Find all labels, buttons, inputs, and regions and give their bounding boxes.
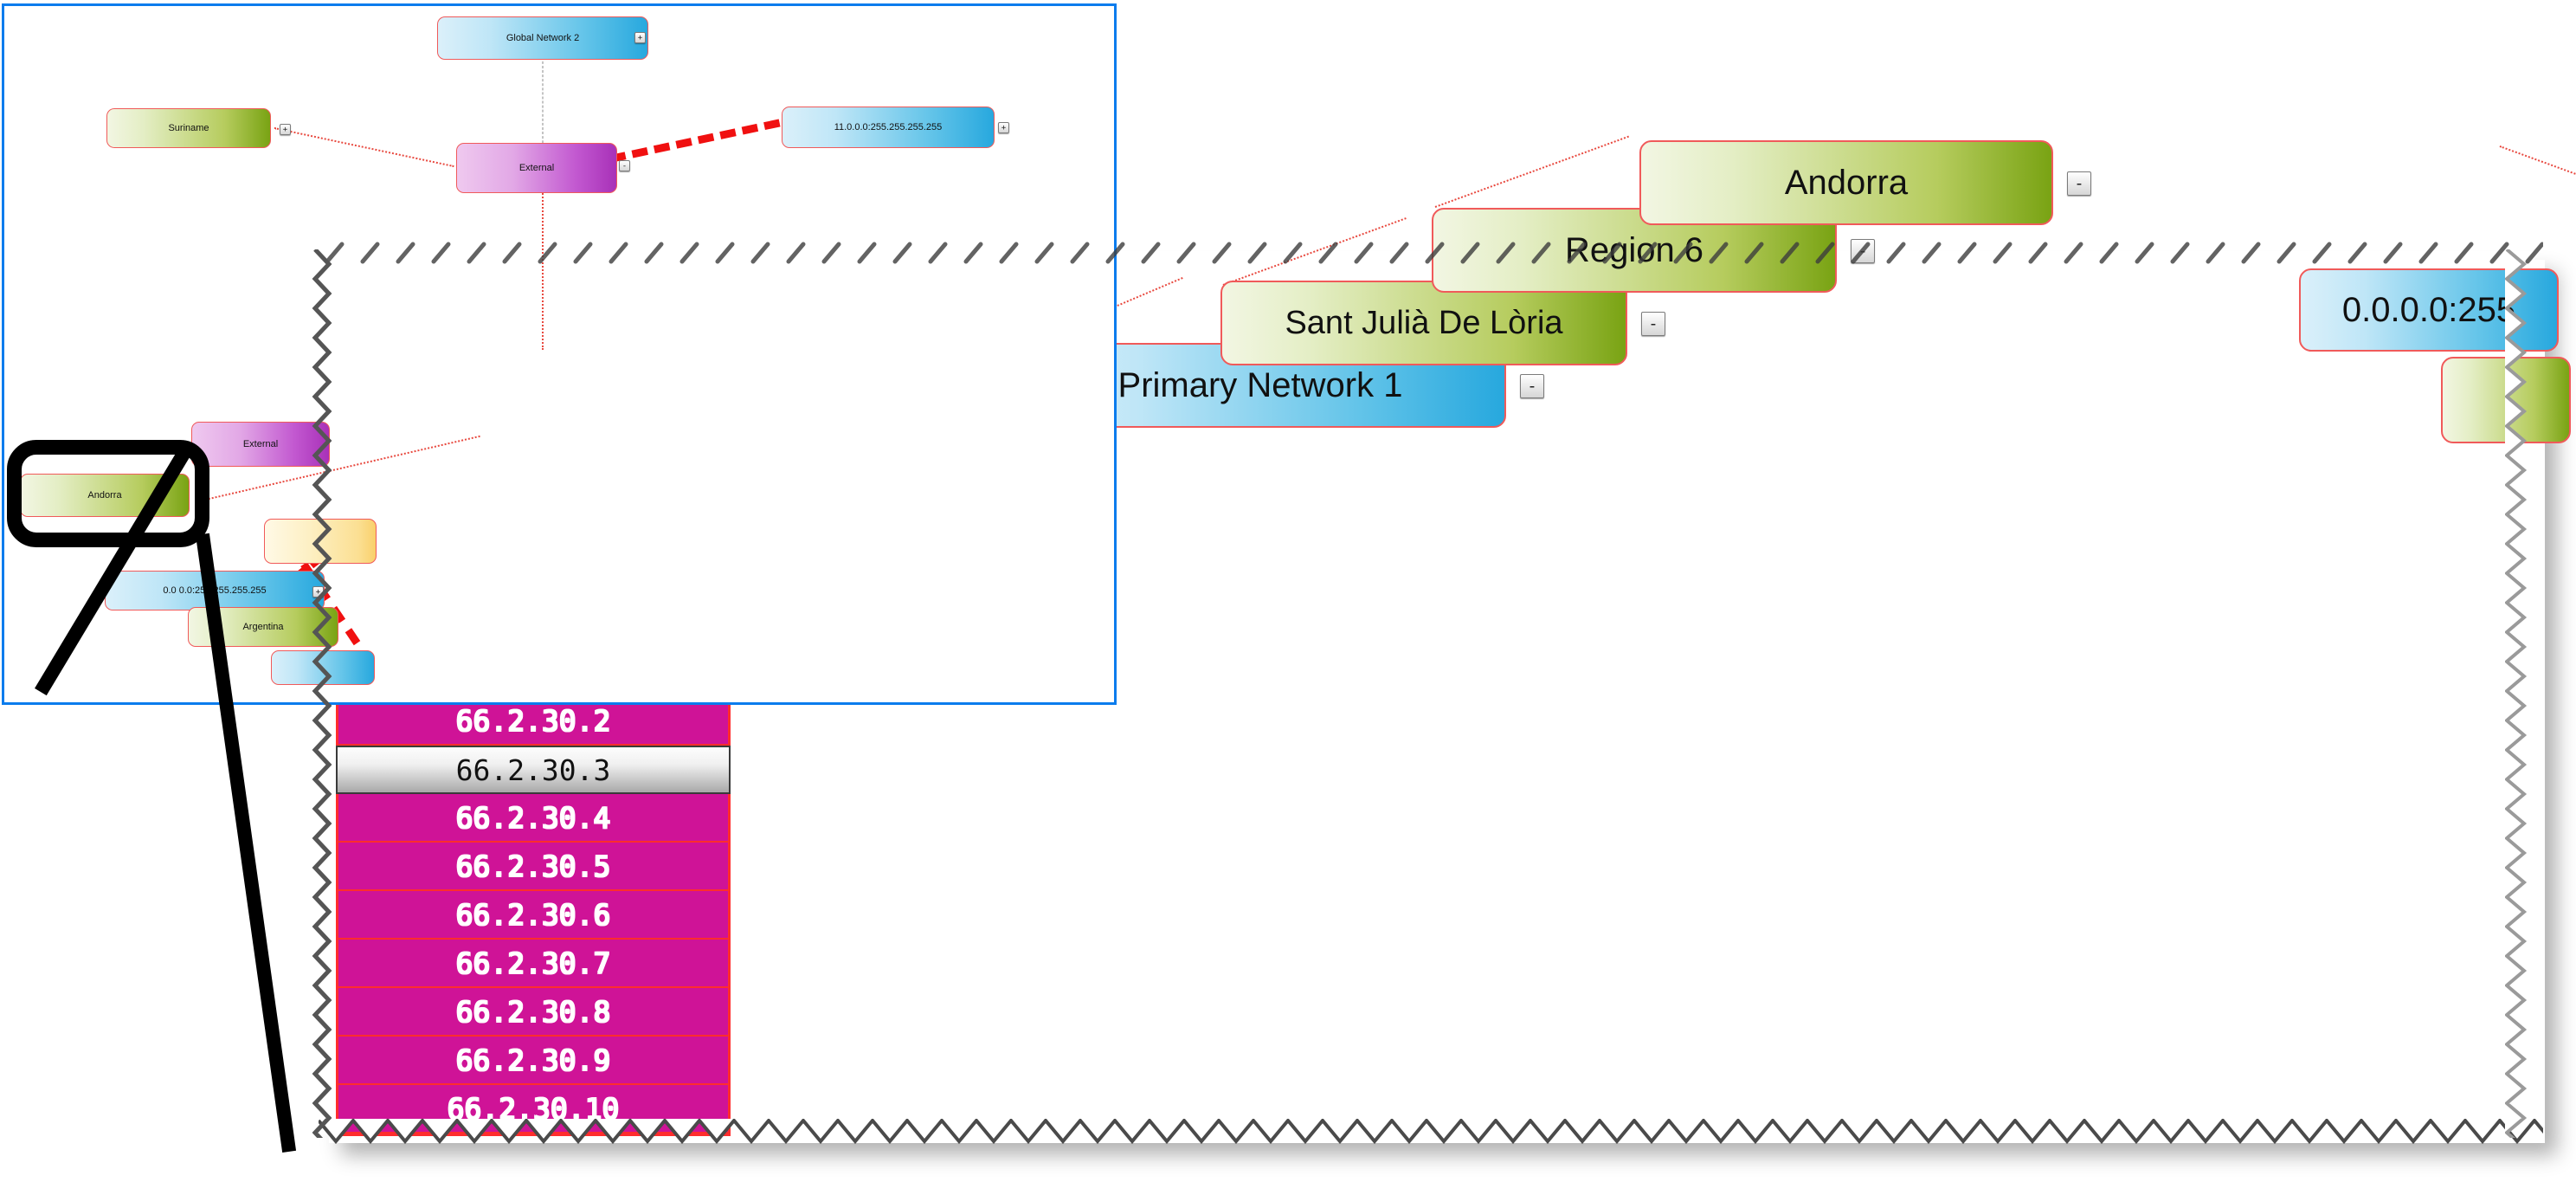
- node-label: Argentina: [242, 622, 284, 632]
- node-label: Global Network 2: [506, 33, 580, 43]
- node-partial-blue-thumb[interactable]: [271, 650, 375, 685]
- node-label: 0.0.0.0:255: [2341, 290, 2516, 329]
- node-partial-green-right[interactable]: [2441, 357, 2571, 443]
- node-unnamed-ellipse-thumb[interactable]: [264, 519, 377, 564]
- connector-suriname-external-thumb: [274, 127, 454, 168]
- collapse-chip-sant-julia[interactable]: -: [1641, 312, 1665, 336]
- expand-chip-suriname[interactable]: +: [280, 124, 291, 135]
- node-ip-11[interactable]: 11.0.0.0:255.255.255.255: [782, 107, 995, 148]
- node-label: Andorra: [87, 490, 122, 501]
- ip-value: 66.2.30.3: [455, 753, 611, 787]
- ip-value: 66.2.30.7: [455, 946, 611, 980]
- ip-value: 66.2.30.10: [447, 1091, 620, 1126]
- ip-list-row[interactable]: 66.2.30.6: [338, 891, 728, 940]
- collapse-chip-region-6[interactable]: -: [1851, 239, 1875, 263]
- node-ip-0000-255[interactable]: 0.0.0.0:255: [2299, 268, 2559, 352]
- ip-value: 66.2.30.2: [455, 703, 611, 738]
- node-label: Sant Julià De Lòria: [1285, 304, 1563, 341]
- collapse-chip-primary-network-1[interactable]: -: [1520, 374, 1544, 398]
- ip-value: 66.2.30.6: [455, 897, 611, 932]
- connector-andorra-right: [2499, 145, 2576, 183]
- ip-list-row[interactable]: 66.2.30.10: [338, 1085, 728, 1134]
- ip-value: 66.2.30.9: [455, 1043, 611, 1077]
- collapse-chip-external-thumb[interactable]: -: [619, 160, 630, 171]
- expand-chip-ip-0000-thumb[interactable]: +: [312, 586, 324, 598]
- ip-value: 66.2.30.5: [455, 849, 611, 883]
- ip-list-row[interactable]: 66.2.30.4: [338, 794, 728, 843]
- ip-list-row[interactable]: 66.2.30.7: [338, 940, 728, 988]
- expand-chip-ip-11[interactable]: +: [998, 122, 1009, 133]
- ip-list-row[interactable]: 66.2.30.2: [338, 697, 728, 746]
- ip-list-row[interactable]: 66.2.30.5: [338, 843, 728, 891]
- node-label: 11.0.0.0:255.255.255.255: [834, 122, 943, 132]
- node-label: Suriname: [168, 123, 209, 133]
- ip-list-row[interactable]: 66.2.30.9: [338, 1037, 728, 1085]
- node-label: External: [242, 439, 279, 449]
- connector-region6-andorra: [1434, 135, 1629, 208]
- node-label: Region 6: [1564, 230, 1704, 269]
- overview-thumbnail-pane[interactable]: Global Network 2 + Suriname + External -…: [2, 3, 1117, 705]
- collapse-chip-andorra-detail[interactable]: -: [2067, 171, 2091, 196]
- ip-value: 66.2.30.4: [455, 800, 611, 835]
- ip-address-list[interactable]: 66.2.30.166.2.30.266.2.30.366.2.30.466.2…: [336, 646, 731, 1136]
- ip-list-row[interactable]: 66.2.30.8: [338, 988, 728, 1037]
- connector-external-ip11-thumb: [609, 119, 781, 163]
- magnifier-callout-frame: [7, 440, 209, 547]
- node-external-thumb[interactable]: External: [456, 143, 617, 193]
- connector-santjulia-region6: [1222, 217, 1407, 286]
- node-global-network-2[interactable]: Global Network 2: [437, 16, 648, 60]
- node-label: Andorra: [1784, 163, 1909, 202]
- node-andorra-detail[interactable]: Andorra: [1639, 140, 2053, 225]
- node-sant-julia-de-loria[interactable]: Sant Julià De Lòria: [1220, 281, 1627, 365]
- ip-value: 66.2.30.8: [455, 994, 611, 1029]
- node-label: Primary Network 1: [1117, 365, 1403, 404]
- ip-list-row[interactable]: 66.2.30.3: [336, 746, 731, 794]
- connector-external-down-thumb: [542, 177, 544, 350]
- node-external-thumb-2[interactable]: External: [191, 422, 330, 467]
- node-label: External: [518, 163, 555, 173]
- expand-chip-global-network-2[interactable]: +: [634, 32, 646, 43]
- node-suriname[interactable]: Suriname: [106, 108, 271, 148]
